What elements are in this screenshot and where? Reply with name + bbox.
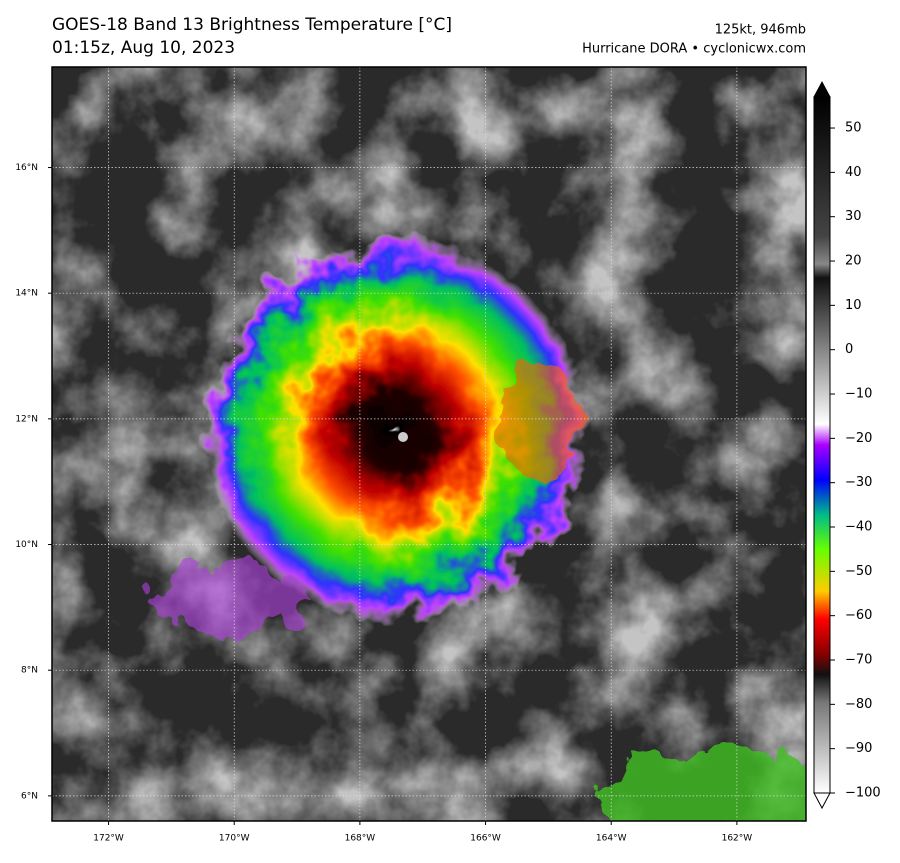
colorbar-label: −80 bbox=[845, 697, 872, 712]
lon-label: 168°W bbox=[345, 834, 376, 844]
subtitle: 01:15z, Aug 10, 2023 bbox=[52, 38, 235, 58]
colorbar-label: −20 bbox=[845, 431, 872, 446]
lon-label: 162°W bbox=[722, 834, 753, 844]
lat-label: 8°N bbox=[21, 666, 38, 676]
colorbar-label: 50 bbox=[845, 121, 862, 136]
lon-label: 164°W bbox=[596, 834, 627, 844]
colorbar-label: −60 bbox=[845, 608, 872, 623]
colorbar-label: 30 bbox=[845, 209, 862, 224]
colorbar-label: −30 bbox=[845, 475, 872, 490]
colorbar-label: −70 bbox=[845, 653, 872, 668]
lat-label: 12°N bbox=[15, 414, 38, 424]
lat-label: 16°N bbox=[15, 163, 38, 173]
colorbar-label: −10 bbox=[845, 387, 872, 402]
colorbar-label: −40 bbox=[845, 520, 872, 535]
title: GOES-18 Band 13 Brightness Temperature [… bbox=[52, 15, 452, 35]
colorbar-label: 20 bbox=[845, 254, 862, 269]
colorbar-label: 10 bbox=[845, 298, 862, 313]
credit: Hurricane DORA • cyclonicwx.com bbox=[582, 42, 806, 57]
lat-label: 14°N bbox=[15, 289, 38, 299]
lat-label: 10°N bbox=[15, 540, 38, 550]
colorbar-label: 0 bbox=[845, 342, 853, 357]
colorbar-label: −50 bbox=[845, 564, 872, 579]
lon-label: 172°W bbox=[93, 834, 124, 844]
colorbar-label: 40 bbox=[845, 165, 862, 180]
colorbar-extend-bottom bbox=[813, 792, 831, 810]
lon-label: 166°W bbox=[470, 834, 501, 844]
lat-label: 6°N bbox=[21, 791, 38, 801]
intensity: 125kt, 946mb bbox=[715, 23, 806, 38]
colorbar-extend-top bbox=[813, 80, 831, 98]
imagery bbox=[52, 67, 806, 821]
colorbar-label: −100 bbox=[845, 786, 881, 801]
map-frame bbox=[51, 66, 807, 822]
lon-label: 170°W bbox=[219, 834, 250, 844]
colorbar bbox=[813, 96, 831, 794]
colorbar-label: −90 bbox=[845, 741, 872, 756]
